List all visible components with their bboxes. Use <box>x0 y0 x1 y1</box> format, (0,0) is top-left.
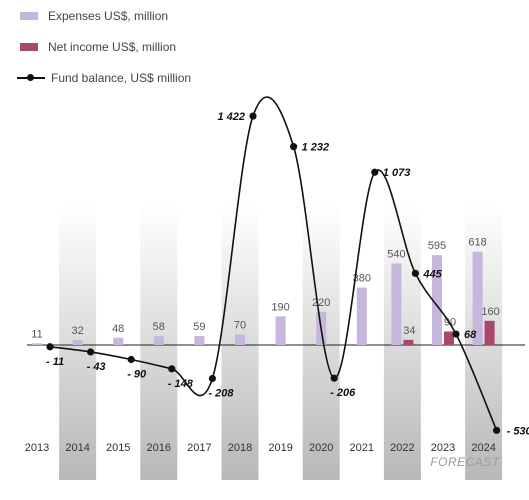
fund-label-2013: - 11 <box>46 356 64 368</box>
expenses-bar-2013 <box>32 343 42 345</box>
expenses-label-2024: 618 <box>468 237 486 249</box>
net-income-label-2024: 160 <box>481 306 499 318</box>
band-2022 <box>383 205 421 480</box>
fund-point-2022 <box>411 269 419 277</box>
fund-label-2015: - 90 <box>127 368 147 380</box>
x-tick-2018: 2018 <box>228 442 252 454</box>
expenses-label-2021: 380 <box>353 273 371 285</box>
fund-balance-swatch <box>17 73 45 83</box>
legend-net-income-label: Net income US$, million <box>48 40 177 54</box>
bars <box>32 251 495 345</box>
fund-point-2023 <box>452 330 460 338</box>
x-tick-2021: 2021 <box>350 442 374 454</box>
x-tick-2022: 2022 <box>390 442 414 454</box>
x-tick-2019: 2019 <box>268 442 292 454</box>
legend-fund-balance: Fund balance, US$ million <box>17 71 191 85</box>
legend-fund-balance-label: Fund balance, US$ million <box>51 71 192 85</box>
expenses-bar-2018 <box>235 334 245 345</box>
expenses-bar-2014 <box>72 340 83 345</box>
net-income-bar-2023 <box>444 331 454 345</box>
fund-label-2022: 445 <box>422 268 442 280</box>
net-income-bar-2022 <box>403 339 414 345</box>
x-axis-labels: 2013 2014 2015 2016 2017 2018 2019 2020 2021 2022… <box>25 442 496 454</box>
fund-label-2016: - 148 <box>168 378 194 390</box>
fund-point-2020 <box>330 374 338 382</box>
fund-label-2020: - 206 <box>330 387 356 399</box>
fund-point-2019 <box>290 143 298 151</box>
fund-label-2018: 1 422 <box>217 111 245 123</box>
expenses-bar-2021 <box>356 287 367 345</box>
expenses-bar-2023 <box>432 255 442 345</box>
expenses-label-2020: 220 <box>312 297 330 309</box>
x-tick-2023: 2023 <box>431 442 455 454</box>
x-tick-2020: 2020 <box>309 442 333 454</box>
expenses-label-2014: 32 <box>71 325 83 337</box>
x-tick-2024: 2024 <box>471 442 495 454</box>
legend-net-income: Net income US$, million <box>20 40 176 54</box>
expenses-label-2015: 48 <box>112 323 124 335</box>
x-tick-2015: 2015 <box>106 442 130 454</box>
net-income-bar-2024 <box>484 320 495 345</box>
fund-point-2018 <box>249 112 257 120</box>
expenses-bar-2024 <box>472 251 483 345</box>
fund-point-2015 <box>127 355 135 364</box>
expenses-bar-2019 <box>275 316 286 345</box>
fund-point-2016 <box>168 365 176 373</box>
expenses-bar-2017 <box>194 336 205 345</box>
x-tick-2013: 2013 <box>25 442 49 454</box>
expenses-label-2019: 190 <box>271 301 289 313</box>
fund-label-2014: - 43 <box>87 361 106 373</box>
fund-balance-labels: - 11 - 43 - 90 - 148 - 208 1 422 1 232 - 206 1 0… <box>46 111 529 437</box>
expenses-label-2022: 540 <box>387 248 405 260</box>
net-income-swatch <box>20 43 38 51</box>
fund-label-2019: 1 232 <box>302 142 330 154</box>
expenses-bar-2022 <box>391 263 402 345</box>
fund-label-2021: 1 073 <box>383 167 411 179</box>
fund-label-2024: - 530 <box>507 425 529 437</box>
expenses-label-2017: 59 <box>193 321 205 333</box>
fund-balance-points <box>46 112 501 434</box>
column-bands <box>59 205 503 480</box>
x-tick-2014: 2014 <box>65 442 89 454</box>
expenses-label-2016: 58 <box>153 321 165 333</box>
fund-balance-line <box>49 96 498 431</box>
net-income-label-2022: 34 <box>403 325 415 337</box>
expenses-label-2018: 70 <box>234 319 246 331</box>
expenses-bar-2016 <box>153 336 164 345</box>
fund-point-2021 <box>371 168 379 176</box>
fund-point-2013 <box>46 343 54 351</box>
expenses-label-2023: 595 <box>428 240 446 252</box>
legend-expenses: Expenses US$, million <box>20 9 168 23</box>
fund-label-2023: 68 <box>464 329 477 341</box>
fund-point-2014 <box>87 348 95 356</box>
expenses-bar-2015 <box>113 337 124 345</box>
fund-point-2024 <box>493 426 501 434</box>
x-tick-2016: 2016 <box>147 442 171 454</box>
x-tick-2017: 2017 <box>187 442 211 454</box>
fund-label-2017: - 208 <box>208 387 234 399</box>
forecast-label: FORECAST <box>430 455 501 469</box>
band-2024 <box>465 205 503 480</box>
expenses-swatch <box>20 12 38 20</box>
legend-expenses-label: Expenses US$, million <box>48 9 169 23</box>
fund-point-2017 <box>208 374 216 383</box>
expenses-label-2013: 11 <box>31 328 42 340</box>
